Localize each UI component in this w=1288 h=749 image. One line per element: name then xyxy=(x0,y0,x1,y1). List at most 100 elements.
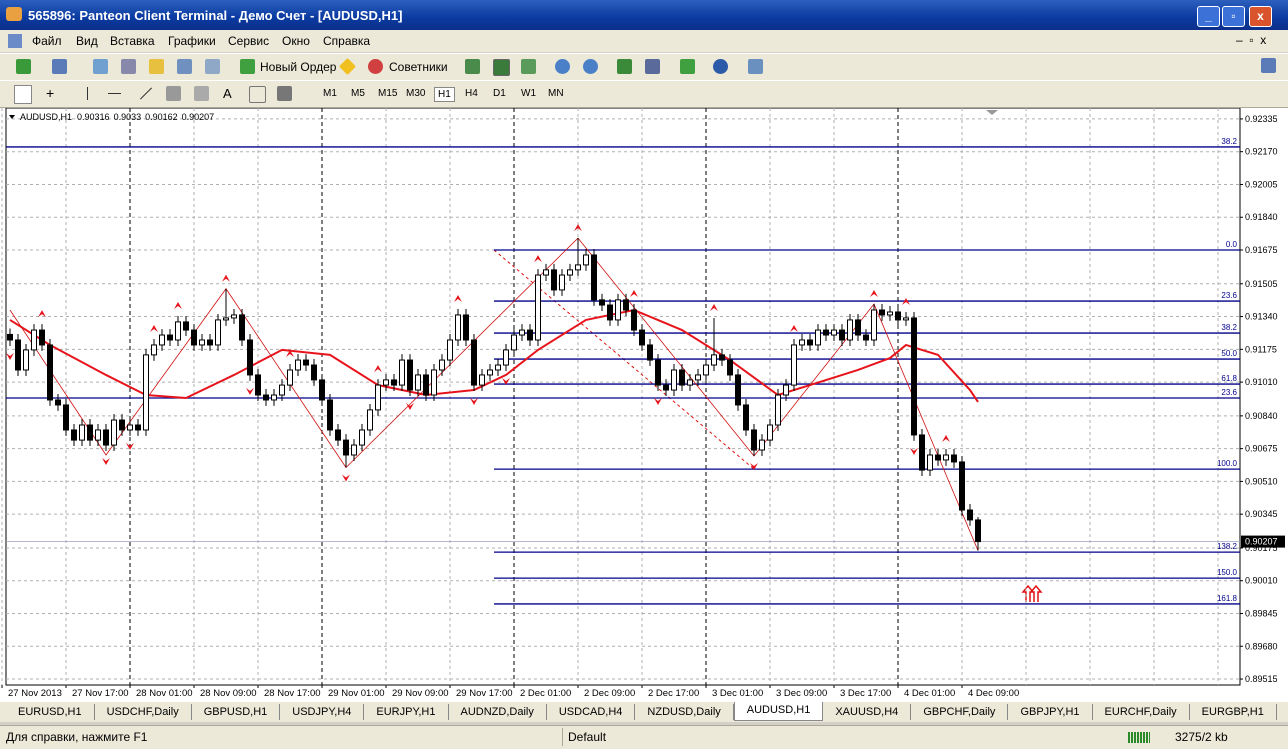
chart-tab[interactable]: AUDNZD,Daily xyxy=(448,704,547,720)
menu-item[interactable]: Сервис xyxy=(228,34,270,48)
chart-shift-icon[interactable] xyxy=(645,59,660,74)
candle-body xyxy=(47,344,53,401)
timeframe-button[interactable]: MN xyxy=(548,88,564,99)
chart-tab[interactable]: GBPJPY,H1 xyxy=(1008,704,1093,720)
candle-body xyxy=(455,314,461,341)
experts-icon[interactable] xyxy=(368,59,383,74)
timeframe-button[interactable]: D1 xyxy=(493,88,506,99)
candle-body xyxy=(519,329,525,336)
fractal-up xyxy=(454,295,462,303)
experts-button[interactable]: Советники xyxy=(389,60,448,74)
candle-body xyxy=(543,269,549,276)
hline-tool[interactable] xyxy=(108,93,121,94)
timeframe-button[interactable]: M15 xyxy=(378,88,398,99)
line-chart-icon[interactable] xyxy=(521,59,536,74)
candle-body xyxy=(583,254,589,266)
candle-body xyxy=(447,339,453,361)
menu-item[interactable]: Файл xyxy=(32,34,62,48)
fractal-down xyxy=(102,458,110,466)
timeframe-button[interactable]: M5 xyxy=(351,88,365,99)
candle-body xyxy=(887,311,893,316)
candle-body xyxy=(527,329,533,341)
chart-tab[interactable]: EURGBP,H1 xyxy=(1189,704,1277,720)
menu-item[interactable]: Вид xyxy=(76,34,98,48)
zoom-out-icon[interactable] xyxy=(583,59,598,74)
timeframe-button[interactable]: H4 xyxy=(465,88,478,99)
chart-tab[interactable]: XAUUSD,H4 xyxy=(823,704,912,720)
notify-icon[interactable] xyxy=(1261,58,1276,73)
data-window-icon[interactable] xyxy=(121,59,136,74)
candle-body xyxy=(263,394,269,401)
candle-body xyxy=(343,439,349,456)
candle-body xyxy=(127,424,133,431)
market-watch-icon[interactable] xyxy=(93,59,108,74)
menu-item[interactable]: Вставка xyxy=(110,34,155,48)
trendline-tool[interactable] xyxy=(139,87,153,100)
new-chart-icon[interactable] xyxy=(16,59,31,74)
menu-bar: Файл Вид Вставка Графики Сервис Окно Спр… xyxy=(0,30,1288,52)
candle-chart-icon[interactable] xyxy=(493,59,510,76)
channel-tool[interactable] xyxy=(166,86,181,101)
timeframe-button[interactable]: W1 xyxy=(521,88,536,99)
bar-chart-icon[interactable] xyxy=(465,59,480,74)
zoom-in-icon[interactable] xyxy=(555,59,570,74)
menu-item[interactable]: Графики xyxy=(168,34,216,48)
chart-tab[interactable]: EURJPY,H1 xyxy=(364,704,449,720)
indicators-icon[interactable] xyxy=(680,59,695,74)
candle-body xyxy=(239,314,245,341)
autoscroll-icon[interactable] xyxy=(617,59,632,74)
x-tick-label: 3 Dec 17:00 xyxy=(840,688,891,699)
label-tool[interactable] xyxy=(249,86,266,103)
chart-tab[interactable]: GBPUSD,H1 xyxy=(191,704,281,720)
experts-toggle[interactable] xyxy=(339,58,356,75)
arrows-tool[interactable] xyxy=(277,86,292,101)
text-tool[interactable]: A xyxy=(223,86,232,101)
templates-icon[interactable] xyxy=(748,59,763,74)
periods-icon[interactable] xyxy=(713,59,728,74)
timeframe-button[interactable]: H1 xyxy=(434,87,455,102)
profiles-icon[interactable] xyxy=(52,59,67,74)
candle-body xyxy=(295,359,301,371)
fractal-up xyxy=(374,365,382,373)
maximize-button[interactable]: ▫ xyxy=(1222,6,1245,27)
chart-tab[interactable]: EURUSD,H1 xyxy=(6,704,95,720)
price-box xyxy=(1241,535,1285,548)
candle-body xyxy=(591,254,597,301)
terminal-icon[interactable] xyxy=(177,59,192,74)
chart-tab[interactable]: USDCHF,Daily xyxy=(94,704,192,720)
candle-body xyxy=(951,454,957,463)
candle-body xyxy=(751,429,757,451)
timeframe-button[interactable]: M1 xyxy=(323,88,337,99)
candle-body xyxy=(767,424,773,441)
chart-tab[interactable]: USDCAD,H4 xyxy=(546,704,636,720)
timeframe-button[interactable]: M30 xyxy=(406,88,426,99)
chart-tab[interactable]: GBPCHF,Daily xyxy=(911,704,1009,720)
x-tick-label: 28 Nov 01:00 xyxy=(136,688,193,699)
fractal-up xyxy=(710,303,718,311)
new-order-icon[interactable] xyxy=(240,59,255,74)
mdi-buttons[interactable]: – ▫ x xyxy=(1236,33,1267,47)
status-bar: Для справки, нажмите F1 Default 3275/2 k… xyxy=(0,725,1288,749)
chart-tab[interactable]: AUDUSD,H1 xyxy=(733,702,824,721)
candle-body xyxy=(431,369,437,396)
menu-item[interactable]: Справка xyxy=(323,34,371,48)
cursor-tool[interactable] xyxy=(14,85,32,104)
new-order-button[interactable]: Новый Ордер xyxy=(260,60,337,74)
minimize-button[interactable]: _ xyxy=(1197,6,1220,27)
chart-tab[interactable]: USDJPY,H4 xyxy=(280,704,365,720)
fibo-tool[interactable] xyxy=(194,86,209,101)
close-button[interactable]: x xyxy=(1249,6,1272,27)
candle-body xyxy=(71,429,77,441)
navigator-icon[interactable] xyxy=(149,59,164,74)
vline-tool[interactable] xyxy=(87,87,88,100)
candle-body xyxy=(231,314,237,319)
chart-tab[interactable]: NZDUSD,Daily xyxy=(635,704,734,720)
candle-body xyxy=(79,424,85,441)
tester-icon[interactable] xyxy=(205,59,220,74)
menu-item[interactable]: Окно xyxy=(282,34,310,48)
crosshair-tool[interactable]: + xyxy=(46,85,55,101)
x-tick-label: 2 Dec 01:00 xyxy=(520,688,571,699)
candle-body xyxy=(119,419,125,431)
chart-tab[interactable]: EURCHF,Daily xyxy=(1092,704,1190,720)
